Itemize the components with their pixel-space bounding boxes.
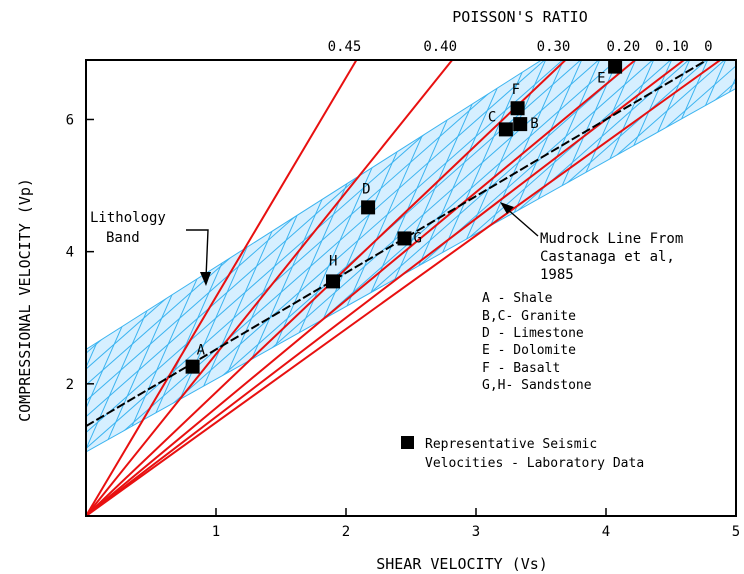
legend-entry-a: A - Shale — [482, 291, 553, 306]
poisson-label-0.45: 0.45 — [328, 39, 362, 55]
point-label-E: E — [597, 71, 605, 87]
point-C — [498, 122, 513, 137]
lithology-legend: A - Shale B,C- Granite D - Limestone E -… — [482, 291, 592, 393]
point-G — [397, 231, 412, 246]
plot-frame — [85, 59, 737, 517]
legend-entry-e: E - Dolomite — [482, 343, 576, 358]
point-D — [361, 200, 376, 215]
poisson-line-0.20 — [86, 60, 636, 516]
mudrock-label-line3: 1985 — [540, 267, 574, 283]
poisson-line-0.45 — [86, 60, 358, 516]
point-B — [513, 117, 528, 132]
y-tick-label: 2 — [66, 377, 74, 393]
poisson-line-0 — [86, 60, 721, 516]
legend-entry-gh: G,H- Sandstone — [482, 378, 592, 393]
y-tick-label: 4 — [66, 245, 74, 261]
y-axis-ticks: 2 4 6 — [66, 112, 94, 393]
mudrock-arrow-head — [500, 202, 514, 214]
poisson-label-0.20: 0.20 — [606, 39, 640, 55]
lithology-label-line2: Band — [106, 230, 140, 246]
data-points: A H D G C B F E — [185, 59, 623, 374]
point-label-A: A — [197, 343, 206, 359]
y-axis-label: COMPRESSIONAL VELOCITY (Vp) — [16, 178, 34, 422]
lithology-arrow — [186, 229, 209, 279]
x-axis-label: SHEAR VELOCITY (Vs) — [376, 555, 548, 573]
mudrock-annotation: Mudrock Line From Castanaga et al, 1985 — [500, 202, 683, 283]
poisson-line-0.40 — [86, 60, 453, 516]
legend-entry-d: D - Limestone — [482, 326, 584, 341]
legend-entry-f: F - Basalt — [482, 361, 560, 376]
point-F — [510, 101, 525, 116]
marker-legend-line2: Velocities - Laboratory Data — [425, 456, 644, 471]
x-axis-ticks: 1 2 3 4 5 — [212, 508, 740, 540]
poisson-label-0.10: 0.10 — [655, 39, 689, 55]
marker-legend: Representative Seismic Velocities - Labo… — [401, 436, 644, 471]
poisson-label-0.40: 0.40 — [423, 39, 457, 55]
mudrock-label-line2: Castanaga et al, — [540, 249, 675, 265]
marker-legend-line1: Representative Seismic — [425, 437, 597, 452]
x-tick-label: 3 — [472, 524, 480, 540]
point-E — [608, 59, 623, 74]
point-label-C: C — [488, 109, 496, 125]
poisson-lines — [86, 60, 721, 516]
mudrock-arrow — [505, 207, 539, 237]
lithology-arrow-head — [200, 272, 211, 286]
chart-title: POISSON'S RATIO — [452, 8, 587, 26]
mudrock-label-line1: Mudrock Line From — [540, 231, 683, 247]
poisson-line-0.30 — [86, 60, 567, 516]
lithology-label-line1: Lithology — [90, 210, 166, 226]
x-tick-label: 1 — [212, 524, 220, 540]
point-label-B: B — [530, 116, 538, 132]
poisson-label-0: 0 — [704, 39, 712, 55]
point-label-F: F — [512, 82, 520, 98]
point-H — [326, 274, 340, 289]
point-label-D: D — [362, 181, 370, 197]
point-label-H: H — [329, 253, 337, 269]
point-A — [185, 359, 200, 374]
point-label-G: G — [414, 230, 422, 246]
poisson-label-0.30: 0.30 — [537, 39, 571, 55]
y-tick-label: 6 — [66, 112, 74, 128]
x-tick-label: 4 — [602, 524, 610, 540]
poisson-line-0.10 — [86, 60, 685, 516]
lithology-band-annotation: Lithology Band — [90, 210, 211, 286]
x-tick-label: 2 — [342, 524, 350, 540]
legend-entry-bc: B,C- Granite — [482, 309, 576, 324]
marker-legend-swatch — [401, 436, 414, 449]
x-tick-label: 5 — [732, 524, 740, 540]
poisson-ratio-labels: 0.45 0.40 0.30 0.20 0.10 0 — [328, 39, 713, 55]
